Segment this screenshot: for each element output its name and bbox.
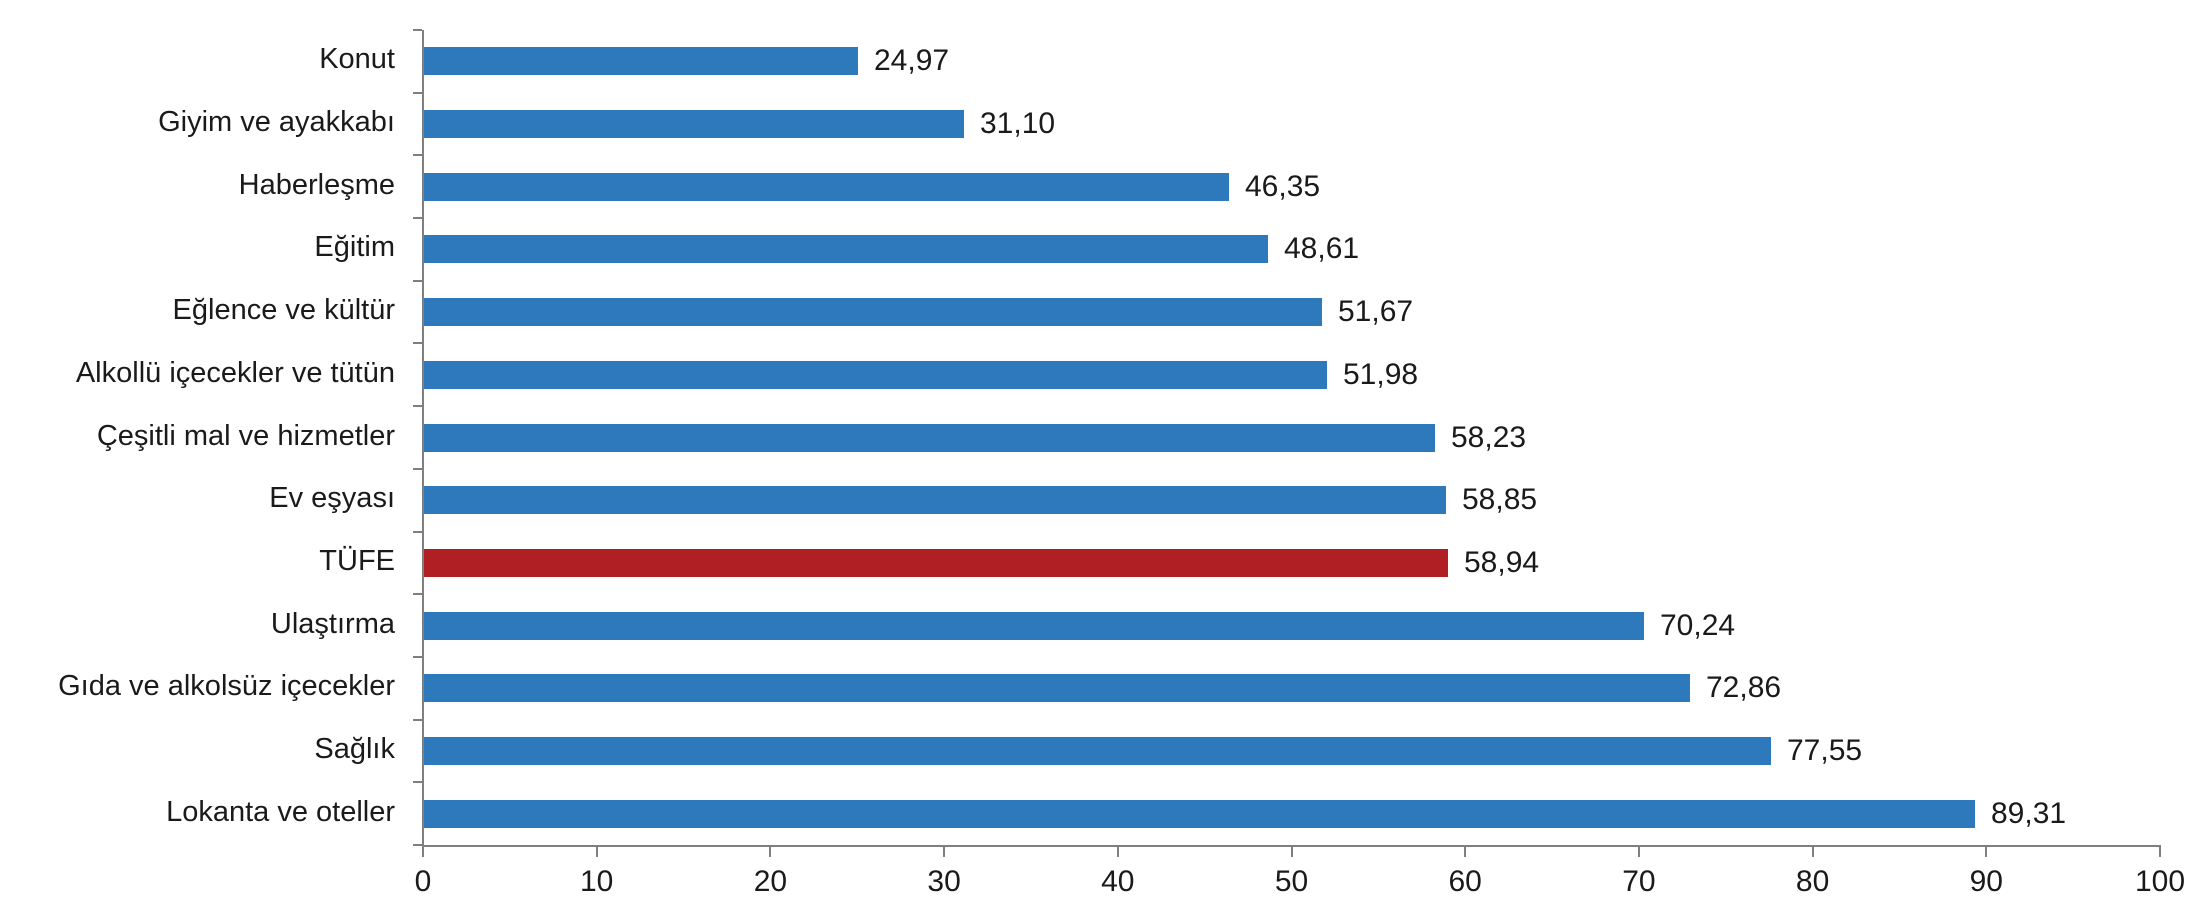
y-axis-tick [413,342,422,345]
category-label: Sağlık [314,733,395,765]
y-axis-tick [413,844,422,846]
y-axis-tick [413,279,422,282]
x-axis-tick-label: 20 [753,865,788,898]
x-axis-tick [1637,847,1640,857]
x-axis-tick-label: 60 [1448,865,1482,898]
x-axis-tick [943,847,946,857]
x-axis-tick-label: 100 [2134,865,2186,898]
category-label: Giyim ve ayakkabı [158,106,395,138]
bar-value-label: 24,97 [874,44,950,77]
bar-value-label: 89,31 [1991,797,2067,830]
bar [424,110,964,138]
y-axis-tick [413,718,422,721]
category-label: Gıda ve alkolsüz içecekler [58,670,395,702]
x-axis-tick [769,847,772,857]
x-axis-tick [595,847,598,857]
bar [424,298,1322,326]
x-axis-tick-label: 50 [1274,865,1309,898]
bar-value-label: 70,24 [1660,609,1736,642]
y-axis-tick [413,91,422,94]
category-label: Konut [319,43,395,75]
bar [424,361,1327,389]
bar-value-label: 46,35 [1245,170,1321,203]
y-axis-tick [413,593,422,596]
category-label: Haberleşme [238,169,395,201]
category-label: TÜFE [319,545,395,577]
x-axis-tick-label: 0 [414,865,432,898]
bar-value-label: 51,67 [1338,295,1414,328]
bar [424,424,1435,452]
bar [424,486,1446,514]
bar-tufe-highlight [424,549,1448,577]
x-axis-tick-label: 80 [1795,865,1830,898]
x-axis-tick [1290,847,1293,857]
y-axis-tick [413,217,422,220]
y-axis-tick [413,29,422,31]
y-axis-tick [413,405,422,408]
category-label: Eğitim [314,231,395,263]
bar [424,737,1771,765]
x-axis-tick-label: 10 [580,865,614,898]
bar-value-label: 77,55 [1787,734,1863,767]
category-label: Ev eşyası [269,482,395,514]
y-axis-tick [413,781,422,784]
bar [424,800,1975,828]
x-axis-line [422,845,2161,847]
x-axis-tick-label: 70 [1622,865,1656,898]
x-axis-tick [1116,847,1119,857]
x-axis-tick-label: 90 [1969,865,2003,898]
category-label: Eğlence ve kültür [172,294,395,326]
y-axis-tick [413,154,422,157]
bar-value-label: 31,10 [980,107,1056,140]
x-axis-tick-label: 40 [1101,865,1135,898]
bar-value-label: 48,61 [1284,232,1360,265]
x-axis-tick [1464,847,1467,857]
bar-value-label: 51,98 [1343,358,1419,391]
x-axis-tick [422,847,424,857]
y-axis-tick [413,530,422,533]
x-axis-tick-label: 30 [927,865,961,898]
y-axis-tick [413,655,422,658]
y-axis-tick [413,467,422,470]
bar [424,612,1644,640]
category-label: Ulaştırma [270,608,395,640]
bar [424,235,1268,263]
bar [424,47,858,75]
bar-value-label: 58,94 [1464,546,1540,579]
bar [424,173,1229,201]
category-label: Çeşitli mal ve hizmetler [96,420,395,452]
x-axis-tick [2159,847,2161,857]
bar-value-label: 72,86 [1706,671,1782,704]
bar-value-label: 58,85 [1462,483,1538,516]
x-axis-tick [1985,847,1988,857]
x-axis-tick [1811,847,1814,857]
bar [424,674,1690,702]
category-label: Alkollü içecekler ve tütün [75,357,395,389]
y-axis-line [422,30,424,845]
bar-value-label: 58,23 [1451,421,1527,454]
category-label: Lokanta ve oteller [166,796,395,828]
